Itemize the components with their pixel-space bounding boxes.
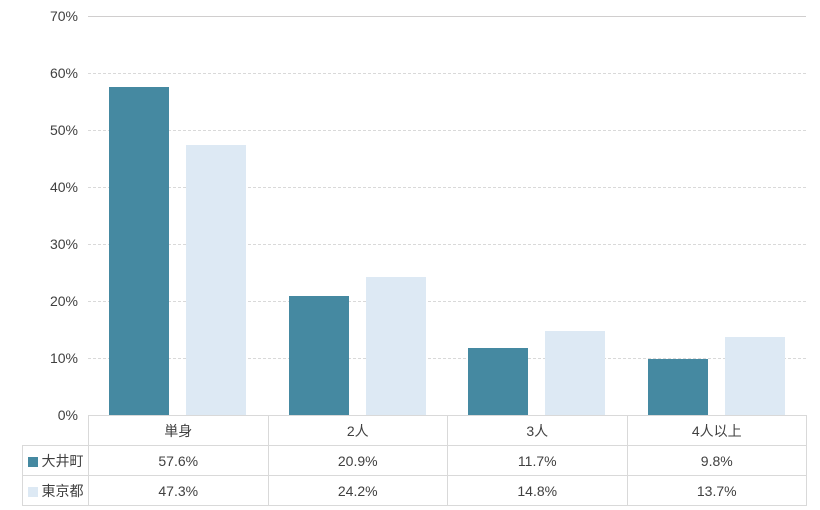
category-header: 3人 (447, 415, 628, 446)
legend-swatch (27, 456, 38, 467)
table-row: 東京都 47.3% 24.2% 14.8% 13.7% (22, 475, 807, 506)
bar-s2-c4 (725, 337, 785, 415)
series-name: 東京都 (41, 482, 84, 499)
gridline-top (88, 16, 806, 17)
table-row: 大井町 57.6% 20.9% 11.7% 9.8% (22, 445, 807, 476)
y-tick-label: 70% (49, 8, 78, 24)
bar-s2-c2 (366, 277, 426, 415)
y-tick-label: 50% (49, 122, 78, 138)
value-cell-s2-c3: 14.8% (447, 475, 628, 506)
category-header: 2人 (267, 415, 448, 446)
table-header-row: 単身 2人 3人 4人以上 (23, 415, 807, 446)
plot-area (88, 16, 806, 415)
y-tick-label: 30% (49, 236, 78, 252)
gridline (88, 301, 806, 302)
y-axis: 0% 10% 20% 30% 40% 50% 60% 70% (0, 8, 78, 423)
category-header: 4人以上 (626, 415, 807, 446)
bar-s1-c3 (468, 348, 528, 415)
category-header: 単身 (88, 415, 269, 446)
gridline (88, 187, 806, 188)
table-corner-blank (23, 416, 89, 446)
bar-s1-c1 (109, 87, 169, 415)
y-tick-label: 60% (49, 65, 78, 81)
gridline (88, 244, 806, 245)
value-cell-s1-c3: 11.7% (447, 445, 628, 476)
gridline (88, 358, 806, 359)
legend-swatch (27, 486, 38, 497)
y-tick-label: 10% (49, 350, 78, 366)
value-cell-s1-c1: 57.6% (88, 445, 269, 476)
gridline (88, 73, 806, 74)
legend-label: 東京都 (22, 475, 89, 506)
bar-s2-c3 (545, 331, 605, 415)
bar-s2-c1 (186, 145, 246, 415)
value-cell-s2-c4: 13.7% (626, 475, 807, 506)
bar-s1-c2 (289, 296, 349, 415)
legend-label: 大井町 (22, 445, 89, 476)
y-tick-label: 0% (57, 407, 78, 423)
value-cell-s1-c4: 9.8% (626, 445, 807, 476)
value-cell-s2-c2: 24.2% (267, 475, 448, 506)
value-cell-s2-c1: 47.3% (88, 475, 269, 506)
value-cell-s1-c2: 20.9% (267, 445, 448, 476)
y-tick-label: 20% (49, 293, 78, 309)
bar-s1-c4 (648, 359, 708, 415)
series-name: 大井町 (41, 452, 84, 469)
gridline (88, 130, 806, 131)
data-table: 単身 2人 3人 4人以上 大井町 57.6% 20.9% 11.7% 9.8% 東京都 47.3%… (22, 415, 807, 506)
y-tick-label: 40% (49, 179, 78, 195)
